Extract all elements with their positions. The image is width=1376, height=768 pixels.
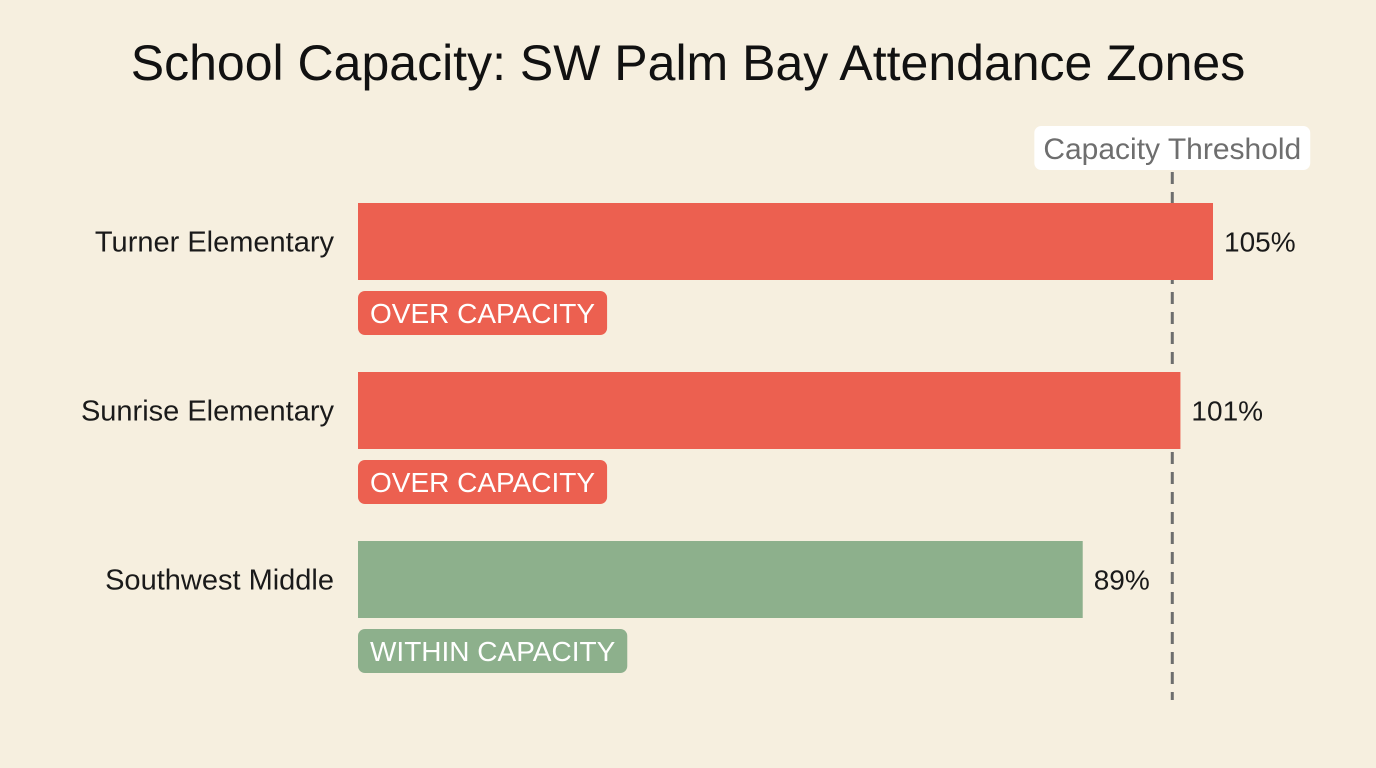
category-label: Turner Elementary [95, 227, 335, 259]
chart-title: School Capacity: SW Palm Bay Attendance … [131, 35, 1245, 91]
value-label: 89% [1094, 565, 1150, 596]
bar [358, 203, 1213, 280]
status-badge [358, 291, 608, 335]
status-badge [358, 629, 628, 673]
bar [358, 541, 1083, 618]
bar-series: Turner Elementary 105% OVER CAPACITY Sunris… [81, 203, 1296, 673]
category-label: Sunrise Elementary [81, 396, 335, 428]
status-badge [358, 460, 608, 504]
threshold-label-background [1034, 126, 1311, 170]
bar [358, 372, 1181, 449]
status-badge-label: OVER CAPACITY [370, 467, 595, 498]
capacity-threshold: Capacity Threshold [1034, 126, 1311, 700]
category-label: Southwest Middle [105, 565, 334, 597]
status-badge-label: OVER CAPACITY [370, 298, 595, 329]
value-label: 105% [1224, 227, 1296, 258]
status-badge-label: WITHIN CAPACITY [370, 636, 616, 667]
value-label: 101% [1191, 396, 1263, 427]
threshold-label: Capacity Threshold [1043, 133, 1301, 166]
